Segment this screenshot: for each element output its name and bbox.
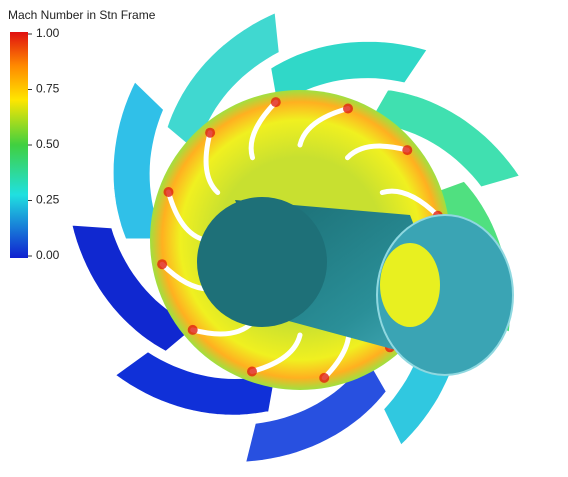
- hot-spot: [187, 324, 198, 335]
- blade: [166, 189, 208, 243]
- hot-spot: [205, 127, 216, 138]
- tick-label: 0.25: [36, 193, 60, 207]
- blade: [248, 99, 279, 161]
- legend-title: Mach Number in Stn Frame: [8, 8, 156, 22]
- tick-label: 1.00: [36, 26, 60, 40]
- color-bar: [10, 32, 28, 258]
- tick-label: 0.00: [36, 248, 60, 262]
- hot-spot: [270, 97, 281, 108]
- blade: [297, 106, 351, 148]
- blade: [203, 130, 221, 195]
- shaft-base: [197, 197, 327, 327]
- hot-spot: [402, 145, 413, 156]
- blade: [345, 143, 410, 161]
- tick-label: 0.75: [36, 82, 60, 96]
- legend: Mach Number in Stn Frame 1.00 0.75 0.50 0.2…: [8, 8, 156, 262]
- blade: [379, 188, 441, 219]
- hot-spot: [157, 259, 168, 270]
- turbine-geometry: [68, 9, 524, 465]
- blade: [249, 332, 303, 374]
- hot-spot: [163, 187, 174, 197]
- hot-spot: [247, 366, 257, 377]
- hot-spot: [319, 372, 330, 383]
- shaft-opening: [380, 243, 440, 327]
- hot-spot: [343, 103, 353, 114]
- tick-label: 0.50: [36, 137, 60, 151]
